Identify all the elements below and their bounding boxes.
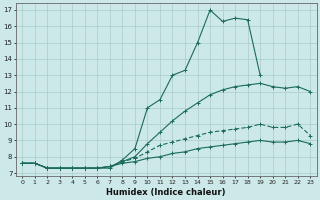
X-axis label: Humidex (Indice chaleur): Humidex (Indice chaleur) xyxy=(107,188,226,197)
